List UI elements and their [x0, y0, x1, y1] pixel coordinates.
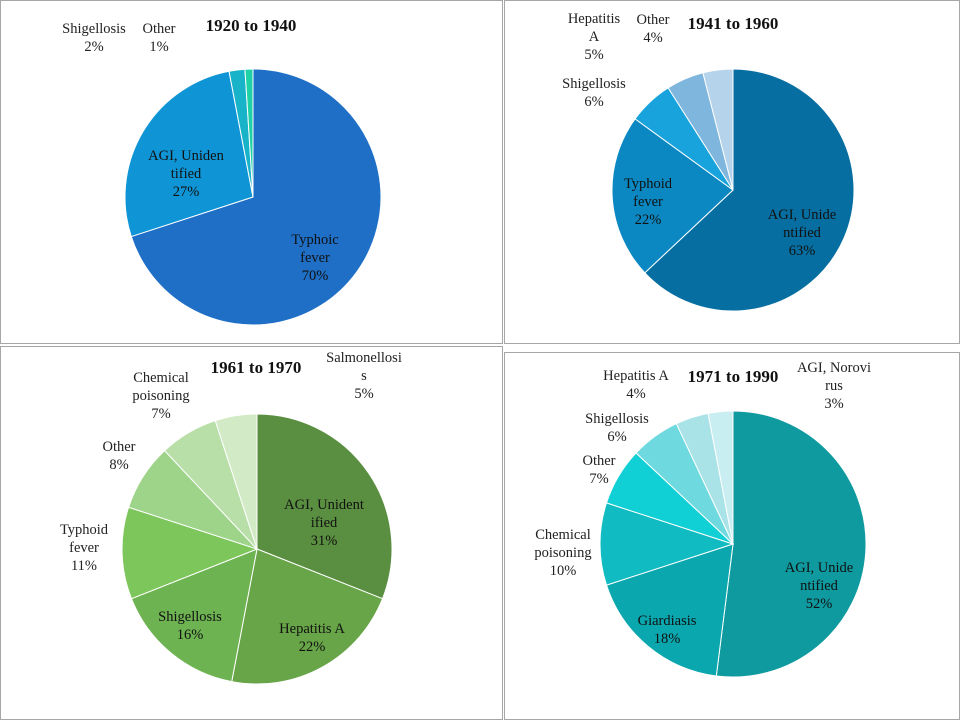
- data-label-shigellosis: Shigellosis 2%: [62, 21, 126, 55]
- pie-slices: [121, 413, 393, 685]
- pie-slice-typhoid-fever: [611, 118, 734, 274]
- data-label-typhoid-fever: Typhoid fever 11%: [60, 522, 109, 574]
- data-label-hepatitis-a: Hepatitis A 4%: [603, 368, 669, 402]
- data-label-hepatitis-a: Hepatitis A 5%: [568, 11, 621, 63]
- chart-panel-1961-1970: 1961 to 1970 AGI, Unident ified 31% Hepatiti…: [0, 346, 503, 720]
- pie-slices: [599, 410, 867, 678]
- chart-title: 1941 to 1960: [688, 14, 779, 33]
- data-label-agi-norovirus: AGI, Norovi rus 3%: [797, 360, 871, 412]
- chart-panel-1941-1960: 1941 to 1960 AGI, Unide ntified 63% Typhoid f…: [504, 0, 960, 344]
- pie-slice-agi-unidentified: [715, 410, 867, 678]
- data-label-typhoic-fever: Typhoic fever 70%: [291, 232, 338, 284]
- pie-slice-agi-unidentified: [256, 413, 393, 600]
- pie-slice-agi-unidentified: [124, 70, 254, 238]
- pie-chart-1961-1970: 1961 to 1970 AGI, Unident ified 31% Hepatiti…: [60, 350, 402, 685]
- pie-slices: [124, 68, 382, 326]
- pie-chart-1941-1960: 1941 to 1960 AGI, Unide ntified 63% Typhoid f…: [562, 11, 855, 312]
- data-label-agi-unidentified: AGI, Unide ntified 52%: [785, 560, 853, 612]
- data-label-agi-unidentified: AGI, Unident ified 31%: [284, 497, 364, 549]
- data-label-other: Other 1%: [142, 21, 175, 55]
- chart-title: 1971 to 1990: [688, 367, 779, 386]
- chart-title: 1961 to 1970: [211, 358, 302, 377]
- pie-slices: [611, 68, 855, 312]
- data-label-shigellosis: Shigellosis 6%: [562, 76, 626, 110]
- data-label-other: Other 7%: [582, 453, 615, 487]
- data-label-shigellosis: Shigellosis 16%: [158, 609, 222, 643]
- pie-slice-shigellosis: [130, 548, 258, 683]
- data-label-typhoid-fever: Typhoid fever 22%: [624, 176, 673, 228]
- data-label-shigellosis: Shigellosis 6%: [585, 411, 649, 445]
- pie-slice-chemical-poisoning: [599, 502, 735, 586]
- pie-slice-hepatitis-a: [231, 548, 384, 685]
- pie-slice-agi-unidentified: [644, 68, 855, 312]
- data-label-salmonellosis: Salmonellosi s 5%: [326, 350, 402, 402]
- data-label-giardiasis: Giardiasis 18%: [638, 613, 697, 647]
- chart-title: 1920 to 1940: [206, 16, 297, 35]
- data-label-other: Other 4%: [636, 12, 669, 46]
- pie-slice-typhoic-fever: [130, 68, 382, 326]
- pie-slice-other: [702, 68, 734, 191]
- data-label-chemical-poisoning: Chemical poisoning 10%: [534, 527, 591, 579]
- data-label-agi-unidentified: AGI, Uniden tified 27%: [148, 148, 224, 200]
- pie-slice-salmonellosis: [214, 413, 258, 550]
- chart-panel-1920-1940: 1920 to 1940 Typhoic fever 70% AGI, Uniden ti…: [0, 0, 503, 344]
- data-label-chemical-poisoning: Chemical poisoning 7%: [132, 370, 189, 422]
- chart-panel-1971-1990: 1971 to 1990 AGI, Unide ntified 52% Giardias…: [504, 352, 960, 720]
- pie-slice-giardiasis: [605, 543, 734, 677]
- pie-chart-1971-1990: 1971 to 1990 AGI, Unide ntified 52% Giardias…: [534, 360, 871, 678]
- pie-slice-agi-norovirus: [707, 410, 734, 545]
- pie-slice-other: [244, 68, 254, 198]
- pie-slice-typhoid-fever: [121, 506, 259, 600]
- data-label-other: Other 8%: [102, 439, 135, 473]
- data-label-hepatitis-a: Hepatitis A 22%: [279, 621, 345, 655]
- pie-chart-1920-1940: 1920 to 1940 Typhoic fever 70% AGI, Uniden ti…: [62, 16, 382, 326]
- data-label-agi-unidentified: AGI, Unide ntified 63%: [768, 207, 836, 259]
